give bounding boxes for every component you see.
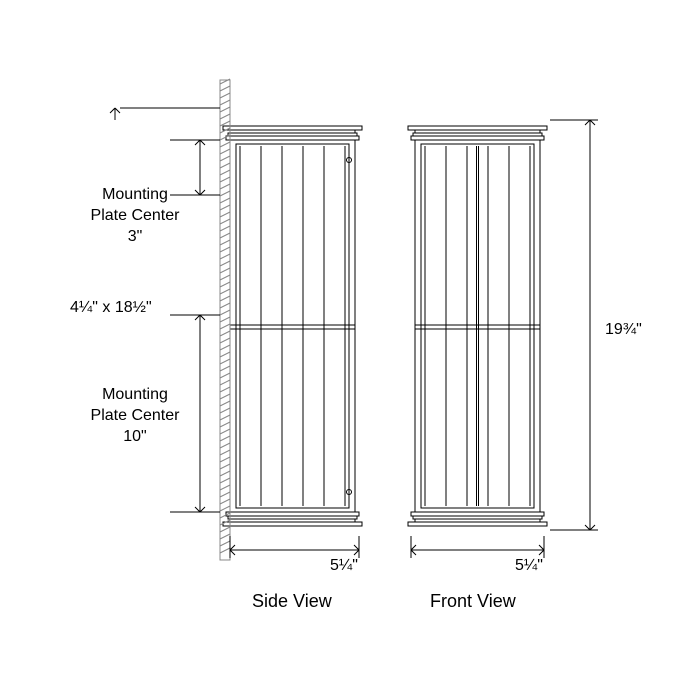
mounting-plate-10-label: Mounting Plate Center 10" xyxy=(65,385,205,447)
front-width-label: 5¼" xyxy=(515,556,543,577)
height-label: 19¾" xyxy=(605,320,642,341)
side-depth-label: 5¼" xyxy=(330,556,358,577)
plate-size-label: 4¼" x 18½" xyxy=(70,298,152,319)
mounting-plate-3-label: Mounting Plate Center 3" xyxy=(65,185,205,247)
side-view-title: Side View xyxy=(252,590,332,613)
front-view-title: Front View xyxy=(430,590,516,613)
